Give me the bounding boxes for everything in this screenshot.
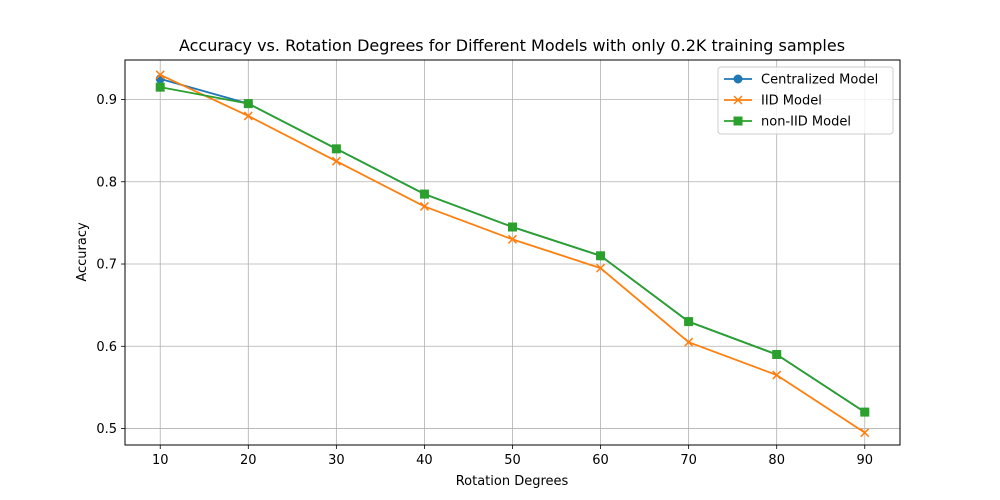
x-tick-label: 10 xyxy=(152,453,169,468)
x-marker-stroke xyxy=(419,201,429,211)
x-marker-stroke xyxy=(331,156,341,166)
data-point-non-iid-model xyxy=(331,144,341,154)
data-point-non-iid-model xyxy=(243,99,253,109)
legend-frame xyxy=(717,66,894,135)
x-marker-stroke xyxy=(507,234,518,244)
data-point-non-iid-model xyxy=(684,317,694,327)
x-marker-stroke xyxy=(772,370,782,380)
x-marker-stroke xyxy=(596,263,606,273)
data-point-iid-model xyxy=(419,201,429,211)
x-marker-stroke xyxy=(243,111,253,121)
x-tick-label: 70 xyxy=(680,453,697,468)
data-point-iid-model xyxy=(772,370,782,380)
y-axis-label: Accuracy xyxy=(75,222,90,282)
x-axis-label: Rotation Degrees xyxy=(456,474,569,489)
data-point-non-iid-model xyxy=(155,82,165,92)
x-tick-label: 60 xyxy=(592,453,609,468)
data-point-iid-model xyxy=(243,111,253,121)
x-marker-stroke xyxy=(860,428,870,438)
legend-label: IID Model xyxy=(761,94,822,109)
y-tick-label: 0.6 xyxy=(96,340,117,355)
series-iid-model xyxy=(155,70,870,438)
data-point-iid-model xyxy=(596,263,606,273)
y-tick-label: 0.7 xyxy=(96,258,117,273)
y-tick-label: 0.9 xyxy=(96,93,117,108)
series-layer xyxy=(155,70,870,438)
legend-entry-non-iid-model: non-IID Model xyxy=(724,115,851,130)
x-tick-label: 50 xyxy=(504,453,521,468)
data-point-iid-model xyxy=(155,70,165,80)
legend-entry-centralized-model: Centralized Model xyxy=(724,73,878,88)
data-point-non-iid-model xyxy=(508,222,517,232)
data-point-non-iid-model xyxy=(596,251,606,261)
chart-title: Accuracy vs. Rotation Degrees for Differ… xyxy=(179,36,845,55)
data-point-iid-model xyxy=(684,337,694,347)
data-point-iid-model xyxy=(860,428,870,438)
data-point-iid-model xyxy=(331,156,341,166)
ticks: 10 20 30 40 50 60 70 80 90 0.5 0.6 0.7 0.8 0.9 xyxy=(96,93,873,468)
y-tick-label: 0.8 xyxy=(96,175,117,190)
x-marker-stroke xyxy=(733,95,743,105)
data-point-non-iid-model xyxy=(419,189,429,199)
legend-label: Centralized Model xyxy=(761,73,878,88)
legend: Centralized Model IID Model non-IID Model xyxy=(717,66,894,135)
legend-label: non-IID Model xyxy=(761,115,851,130)
series-non-iid-model xyxy=(155,82,870,417)
data-point-non-iid-model xyxy=(860,407,870,417)
y-tick-label: 0.5 xyxy=(96,422,117,437)
x-tick-label: 40 xyxy=(416,453,433,468)
x-tick-label: 80 xyxy=(768,453,785,468)
x-tick-label: 20 xyxy=(240,453,257,468)
legend-marker xyxy=(733,116,743,126)
x-tick-label: 30 xyxy=(328,453,345,468)
x-marker-stroke xyxy=(155,70,165,80)
x-tick-label: 90 xyxy=(856,453,873,468)
legend-entry-iid-model: IID Model xyxy=(724,94,822,109)
x-marker-stroke xyxy=(684,337,694,347)
legend-marker xyxy=(733,95,743,105)
legend-marker xyxy=(733,74,743,84)
data-point-non-iid-model xyxy=(772,350,782,360)
data-point-iid-model xyxy=(507,234,518,244)
